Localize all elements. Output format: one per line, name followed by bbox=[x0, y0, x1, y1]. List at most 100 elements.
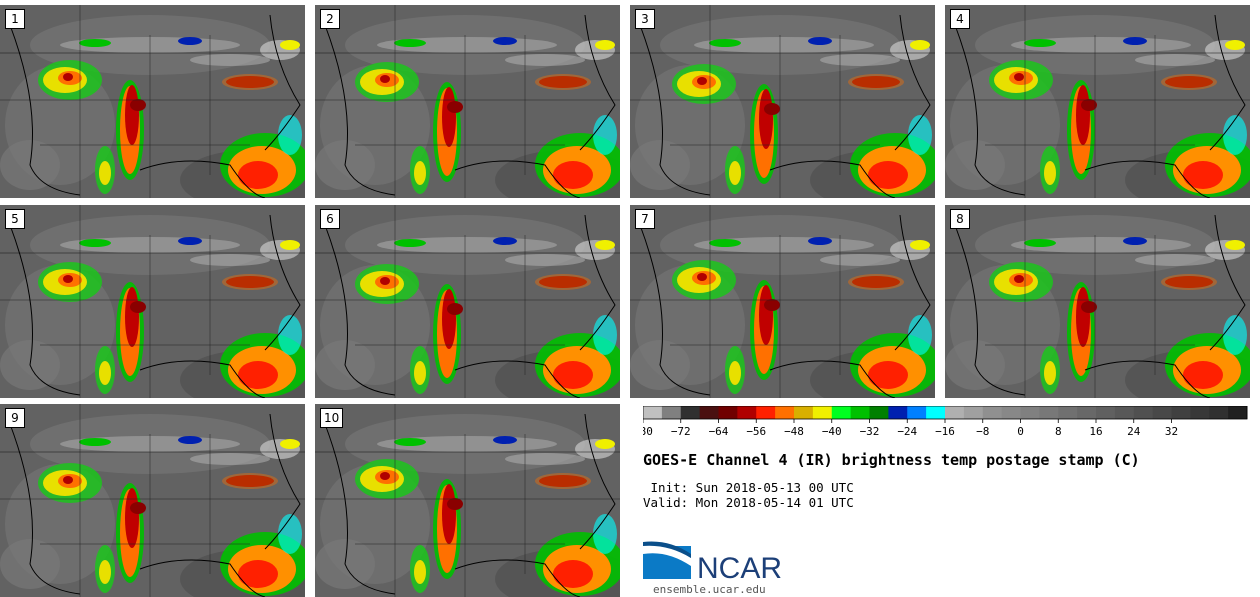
colorbar-segment bbox=[1096, 406, 1116, 419]
cloud-blob bbox=[447, 498, 463, 510]
satellite-map bbox=[630, 5, 935, 198]
cloud-blob bbox=[226, 76, 274, 88]
map-boundary bbox=[945, 99, 1250, 146]
colorbar-tick-label: 32 bbox=[1165, 425, 1178, 438]
cloud-blob bbox=[447, 101, 463, 113]
cloud-blob bbox=[729, 361, 741, 385]
cloud-blob bbox=[1183, 161, 1223, 189]
colorbar-segment bbox=[1058, 406, 1078, 419]
cloud-blob bbox=[238, 361, 278, 389]
colorbar-segment bbox=[661, 406, 682, 419]
panel-number: 3 bbox=[635, 9, 655, 29]
cloud-blob bbox=[414, 560, 426, 584]
cloud-blob bbox=[553, 161, 593, 189]
map-boundary bbox=[894, 214, 931, 351]
colorbar-segment bbox=[1152, 406, 1172, 419]
cloud-blob bbox=[697, 77, 707, 85]
map-panel: 2 bbox=[315, 5, 620, 198]
cloud-blob bbox=[1161, 274, 1217, 290]
map-boundary bbox=[264, 14, 301, 151]
colorbar-segment bbox=[945, 406, 965, 419]
cloud-blob bbox=[222, 274, 278, 290]
cloud-blob bbox=[280, 240, 300, 250]
cloud-blob bbox=[539, 76, 587, 88]
cloud-blob bbox=[414, 361, 426, 385]
valid-time: Valid: Mon 2018-05-14 01 UTC bbox=[643, 495, 854, 510]
cloud-blob bbox=[442, 289, 456, 349]
panel-number: 6 bbox=[320, 209, 340, 229]
colorbar-tick-label: 8 bbox=[1055, 425, 1062, 438]
cloud-blob bbox=[910, 40, 930, 50]
cloud-blob bbox=[1024, 239, 1056, 247]
colorbar-tick-label: 16 bbox=[1089, 425, 1102, 438]
map-boundary bbox=[394, 5, 526, 198]
cloud-blob bbox=[910, 240, 930, 250]
map-boundary bbox=[139, 160, 266, 198]
cloud-blob bbox=[535, 74, 591, 90]
colorbar-tick-label: −24 bbox=[897, 425, 917, 438]
cloud-blob bbox=[190, 254, 270, 266]
cloud-blob bbox=[1123, 37, 1147, 45]
cloud-blob bbox=[278, 115, 302, 155]
colorbar-segment bbox=[888, 406, 908, 419]
cloud-blob bbox=[493, 37, 517, 45]
cloud-blob bbox=[130, 502, 146, 514]
map-boundary bbox=[579, 214, 616, 351]
cloud-blob bbox=[238, 560, 278, 588]
map-boundary bbox=[709, 205, 841, 398]
map-boundary bbox=[139, 559, 266, 597]
cloud-blob bbox=[226, 475, 274, 487]
cloud-blob bbox=[505, 254, 585, 266]
map-boundary bbox=[1084, 160, 1211, 198]
cloud-blob bbox=[1225, 240, 1245, 250]
cloud-blob bbox=[493, 436, 517, 444]
satellite-map bbox=[0, 205, 305, 398]
map-panel: 10 bbox=[315, 404, 620, 597]
cloud-blob bbox=[868, 161, 908, 189]
satellite-map bbox=[315, 205, 620, 398]
map-boundary bbox=[1024, 5, 1156, 198]
map-boundary bbox=[579, 14, 616, 151]
panel-number: 9 bbox=[5, 408, 25, 428]
colorbar-segment bbox=[926, 406, 946, 419]
map-boundary bbox=[9, 423, 81, 595]
cloud-blob bbox=[1081, 99, 1097, 111]
colorbar-segment bbox=[1077, 406, 1097, 419]
map-boundary bbox=[709, 5, 841, 198]
cloud-blob bbox=[808, 237, 832, 245]
colorbar-segment bbox=[869, 406, 889, 419]
colorbar-tick-label: −72 bbox=[671, 425, 691, 438]
cloud-blob bbox=[709, 239, 741, 247]
colorbar-segment bbox=[850, 406, 870, 419]
colorbar-segment bbox=[1039, 406, 1059, 419]
cloud-blob bbox=[908, 115, 932, 155]
colorbar-segment bbox=[1171, 406, 1191, 419]
cloud-blob bbox=[1024, 39, 1056, 47]
cloud-blob bbox=[1044, 161, 1056, 185]
cloud-blob bbox=[820, 54, 900, 66]
colorbar-segment bbox=[680, 406, 701, 419]
cloud-blob bbox=[442, 87, 456, 147]
cloud-blob bbox=[394, 39, 426, 47]
ncar-logo: NCAR bbox=[643, 541, 782, 584]
colorbar-segment bbox=[1228, 406, 1248, 419]
colorbar-segment bbox=[718, 406, 738, 419]
cloud-blob bbox=[79, 39, 111, 47]
cloud-blob bbox=[63, 476, 73, 484]
panel-number: 4 bbox=[950, 9, 970, 29]
cloud-blob bbox=[539, 276, 587, 288]
map-boundary bbox=[264, 413, 301, 550]
figure-title: GOES-E Channel 4 (IR) brightness temp po… bbox=[643, 451, 1140, 469]
cloud-blob bbox=[1225, 40, 1245, 50]
panel-number: 10 bbox=[320, 408, 344, 428]
map-panel: 4 bbox=[945, 5, 1250, 198]
colorbar-segment bbox=[812, 406, 833, 419]
panel-number: 8 bbox=[950, 209, 970, 229]
map-boundary bbox=[454, 559, 581, 597]
map-boundary bbox=[9, 224, 81, 396]
cloud-blob bbox=[178, 436, 202, 444]
colorbar-segment bbox=[1133, 406, 1154, 419]
colorbar-segment bbox=[1114, 406, 1135, 419]
cloud-blob bbox=[852, 76, 900, 88]
colorbar-tick-label: −64 bbox=[709, 425, 729, 438]
